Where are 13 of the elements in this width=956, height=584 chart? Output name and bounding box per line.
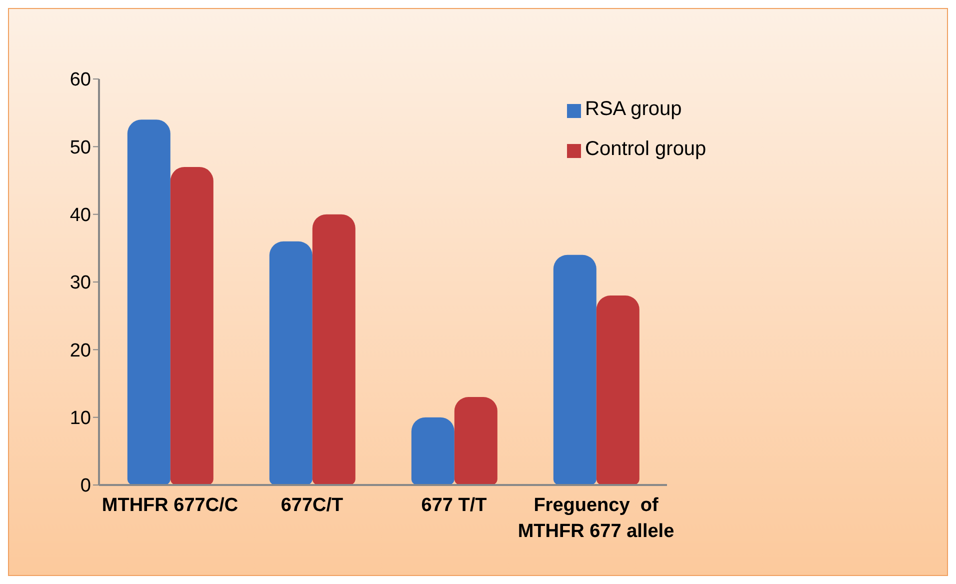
legend-label: Control group <box>585 138 706 160</box>
legend-label: RSA group <box>585 98 682 120</box>
y-tick-label: 40 <box>70 205 91 226</box>
y-tick-label: 60 <box>70 70 91 91</box>
y-tick-label: 0 <box>80 476 91 497</box>
x-tick-label: 677C/T <box>280 495 344 516</box>
y-tick-label: 50 <box>70 137 91 158</box>
y-tick-label: 20 <box>70 340 91 362</box>
x-tick-label: MTHFR 677C/C <box>102 495 238 516</box>
y-tick-label: 30 <box>70 272 91 294</box>
y-tick-label: 10 <box>70 408 91 430</box>
x-tick-label: 677 T/T <box>421 495 488 516</box>
x-tick-label: Freguency of MTHFR 677 allele <box>518 495 674 542</box>
